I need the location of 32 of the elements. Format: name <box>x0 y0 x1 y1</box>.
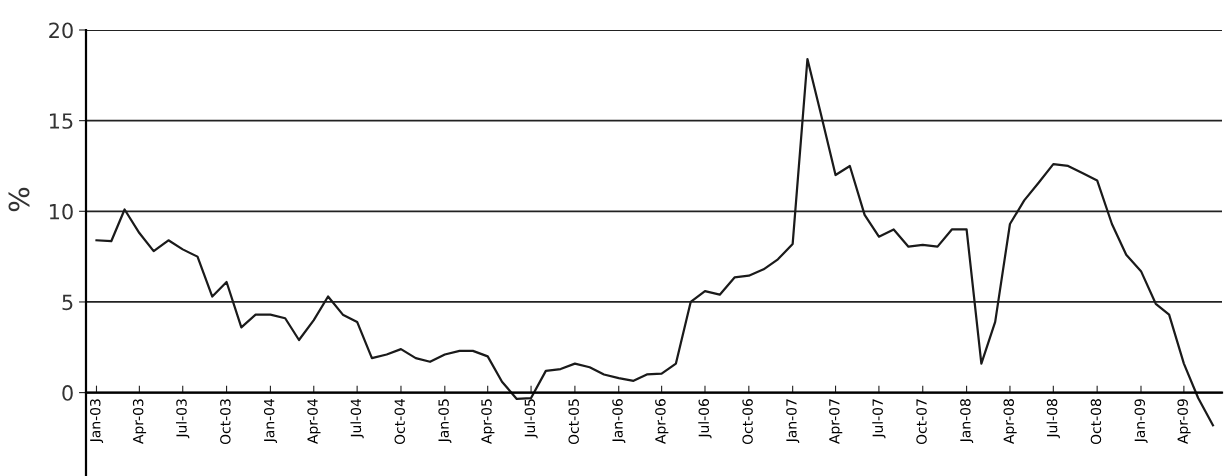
x-tick-label: Jan-06 <box>612 399 626 443</box>
y-tick-label: 20 <box>49 22 73 39</box>
x-tick-label: Jan-04 <box>263 398 278 443</box>
x-tick-label: Oct-05 <box>568 399 579 445</box>
x-tick-label: Jan-09 <box>1134 399 1148 443</box>
x-tick-label: Oct-07 <box>916 399 927 445</box>
x-tick-label: Jan-07 <box>786 399 800 443</box>
x-tick-label: Apr-04 <box>307 398 321 444</box>
x-tick-label: Apr-03 <box>132 399 147 444</box>
x-tick-label: Jul-08 <box>1046 399 1060 439</box>
x-tick-label: Oct-03 <box>220 399 231 445</box>
x-tick-label: Jan-08 <box>960 399 974 443</box>
x-tick-label: Jul-04 <box>350 398 364 439</box>
x-tick-label: Apr-07 <box>829 399 843 444</box>
x-tick-label: Apr-05 <box>481 399 495 444</box>
x-tick-label: Oct-06 <box>742 399 753 445</box>
x-tick-label: Apr-08 <box>1003 399 1017 444</box>
y-tick-label: 15 <box>49 113 73 129</box>
x-tick-label: Oct-04 <box>394 398 405 445</box>
x-tick-label: Jan-05 <box>438 399 452 443</box>
x-tick-label: Jul-06 <box>698 399 712 439</box>
x-tick-label: Oct-08 <box>1090 399 1102 445</box>
y-axis-title: % <box>8 187 30 212</box>
y-tick-label: 0 <box>62 385 73 401</box>
y-tick-label: 10 <box>49 203 73 220</box>
x-tick-label: Jul-05 <box>524 399 538 439</box>
x-tick-label: Jul-07 <box>872 399 886 439</box>
x-tick-label: Apr-06 <box>655 399 669 444</box>
x-tick-label: Jul-03 <box>176 399 190 439</box>
y-tick-label: 5 <box>62 294 73 311</box>
x-tick-label: Jan-03 <box>90 399 104 443</box>
x-tick-label: Apr-09 <box>1177 399 1191 444</box>
